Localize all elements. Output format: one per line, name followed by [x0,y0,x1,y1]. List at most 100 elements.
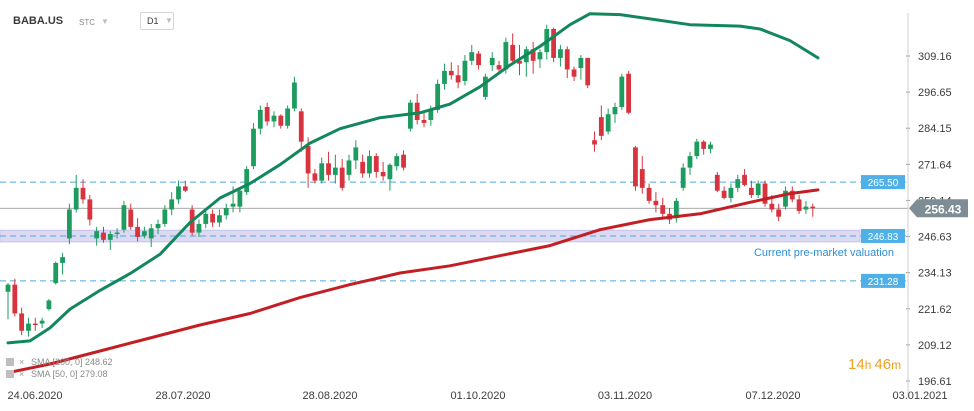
countdown-hours-unit: h [864,358,872,372]
candle-body [319,163,325,181]
last-price-tag-bg [909,199,968,218]
candle-body [176,186,181,200]
candle-body [421,119,427,123]
candle-body [182,186,188,191]
candle-body [230,203,236,207]
candle-body [251,128,256,167]
instrument-type-label[interactable]: STC [79,18,95,27]
candle-body [769,203,775,210]
candle-body [680,167,686,188]
candle-body [735,179,741,188]
candle-body [107,234,113,240]
candle-body [503,42,509,70]
candle-body [673,200,679,219]
y-tick-label: 221.62 [918,304,952,316]
level-tag-265-bg [861,175,905,190]
indicator-legend-label: SMA [50, 0] 279.08 [31,369,108,379]
y-tick-label: 209.12 [918,340,952,352]
candle-body [142,231,147,236]
level-tag-246: 246.83 [868,232,899,243]
candle-body [701,141,707,149]
x-axis: 24.06.2020 28.07.2020 28.08.2020 01.10.2020… [7,390,947,402]
candle-body [121,205,127,230]
candle-body [660,205,666,214]
level-tag-265: 265.50 [868,178,899,189]
y-tick-label: 234.13 [918,268,952,280]
candle-body [332,167,338,175]
candle-body [810,206,816,209]
candle-body [312,173,318,181]
premarket-zone: Current pre-market valuation [0,229,894,259]
countdown-timer: 14h 46m [848,356,901,373]
indicator-close-icon[interactable]: × [19,369,24,379]
price-tags: 265.50 246.83 231.28 256.43 [861,175,968,288]
candle-body [271,115,277,122]
level-tag-231-bg [861,273,905,288]
sma-200-line [6,188,820,375]
y-tick-label: 309.16 [918,51,952,63]
candle-body [155,223,161,229]
candle-body [414,102,420,120]
x-tick-label: 28.07.2020 [155,390,210,402]
candles [5,24,816,337]
candle-body [360,161,366,174]
candle-body [237,190,243,207]
candle-body [448,70,454,76]
candle-body [244,169,250,193]
chevron-down-icon: ▼ [165,16,173,25]
candle-body [605,114,611,132]
indicator-legend-label: SMA [200, 0] 248.62 [31,357,113,367]
candle-body [626,73,632,113]
candle-body [653,200,659,206]
x-tick-label: 24.06.2020 [7,390,62,402]
candle-body [714,174,720,191]
indicator-settings-icon[interactable] [6,358,14,366]
candle-body [53,262,59,284]
chevron-down-icon[interactable]: ▼ [101,17,109,26]
x-tick-label: 03.11.2020 [598,390,652,402]
candle-body [803,206,809,210]
sma-50-line [6,12,820,345]
candle-body [196,223,202,233]
candle-body [755,183,761,196]
y-tick-label: 271.64 [918,159,952,171]
candle-body [401,154,406,168]
y-tick-label: 296.65 [918,87,952,99]
candle-body [435,83,441,110]
candle-body [346,160,352,175]
candle-body [298,111,304,142]
chart-toolbar: BABA.US STC ▼ D1 ▼ [0,0,260,40]
x-tick-label: 01.10.2020 [450,390,505,402]
candle-body [578,57,584,69]
candle-body [326,163,331,175]
timeframe-select[interactable]: D1 ▼ [140,12,174,30]
indicator-close-icon[interactable]: × [19,357,24,367]
x-tick-label: 03.01.2021 [892,390,947,402]
candle-body [762,183,768,204]
countdown-minutes: 46 [874,356,892,373]
candle-body [285,108,291,126]
candle-body [373,156,379,172]
candle-body [169,199,175,210]
candle-body [339,167,345,188]
candle-body [264,106,270,122]
y-tick-label: 284.15 [918,123,952,135]
candle-body [305,145,311,174]
candle-body [455,75,461,83]
candle-body [742,174,747,185]
candle-body [162,209,168,224]
candle-body [564,49,570,70]
indicator-legend: × SMA [200, 0] 248.62 × SMA [50, 0] 279.08 [6,357,113,379]
last-price-tag: 256.43 [925,202,962,216]
candle-body [26,323,31,331]
candle-body [407,102,413,129]
candle-body [428,109,434,120]
candle-body [633,147,638,187]
candle-body [789,190,795,200]
candle-body [292,82,297,109]
candle-body [278,115,284,126]
candle-body [394,156,400,167]
indicator-settings-icon[interactable] [6,370,14,378]
candle-body [489,57,495,66]
